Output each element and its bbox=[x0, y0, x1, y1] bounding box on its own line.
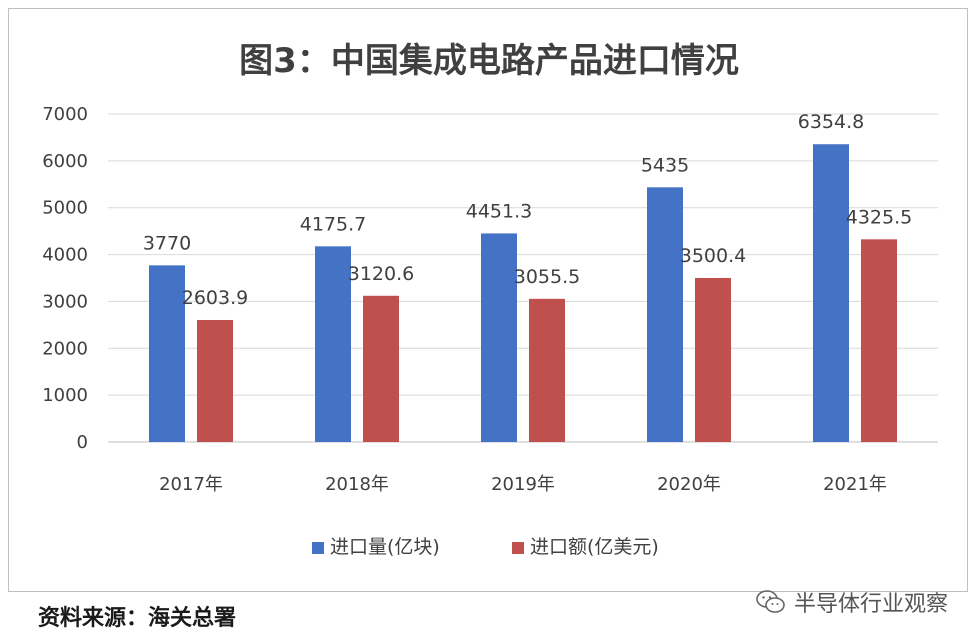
y-tick-label: 1000 bbox=[42, 385, 88, 406]
legend-label: 进口额(亿美元) bbox=[530, 536, 659, 558]
watermark-text: 半导体行业观察 bbox=[793, 592, 948, 617]
x-category-label: 2021年 bbox=[823, 474, 887, 495]
bar-import-volume bbox=[149, 265, 185, 442]
legend-swatch bbox=[512, 542, 524, 554]
bar-import-value bbox=[529, 298, 565, 442]
source-note: 资料来源：海关总署 bbox=[38, 606, 237, 631]
y-tick-label: 5000 bbox=[42, 198, 88, 219]
bar-import-volume bbox=[813, 144, 849, 442]
data-label: 3120.6 bbox=[348, 263, 414, 285]
legend-label: 进口量(亿块) bbox=[330, 536, 440, 558]
y-tick-label: 7000 bbox=[42, 104, 88, 125]
x-category-label: 2019年 bbox=[491, 474, 555, 495]
bar-import-value bbox=[861, 239, 897, 442]
data-label: 2603.9 bbox=[182, 287, 248, 309]
legend-swatch bbox=[312, 542, 324, 554]
bar-import-volume bbox=[315, 246, 351, 442]
data-label: 3500.4 bbox=[680, 245, 746, 267]
y-axis-ticks: 0 1000 2000 3000 4000 5000 6000 7000 bbox=[42, 104, 88, 453]
data-label: 6354.8 bbox=[798, 111, 864, 133]
bar-import-value bbox=[363, 295, 399, 442]
y-tick-label: 0 bbox=[77, 432, 88, 453]
x-category-label: 2018年 bbox=[325, 474, 389, 495]
x-axis-categories: 2017年 2018年 2019年 2020年 2021年 bbox=[159, 474, 887, 495]
x-category-label: 2017年 bbox=[159, 474, 223, 495]
data-label: 3055.5 bbox=[514, 266, 580, 288]
y-tick-label: 2000 bbox=[42, 338, 88, 359]
data-label: 4325.5 bbox=[846, 206, 912, 228]
legend: 进口量(亿块) 进口额(亿美元) bbox=[312, 536, 659, 558]
bar-import-value bbox=[695, 277, 731, 442]
bar-import-volume bbox=[481, 233, 517, 442]
gridlines bbox=[108, 113, 938, 443]
data-label: 5435 bbox=[641, 154, 689, 176]
bar-import-volume bbox=[647, 187, 683, 442]
chart-frame bbox=[8, 8, 968, 592]
wechat-icon bbox=[756, 590, 785, 613]
data-label: 4451.3 bbox=[466, 200, 532, 222]
data-label: 4175.7 bbox=[300, 213, 366, 235]
data-label: 3770 bbox=[143, 232, 191, 254]
y-tick-label: 4000 bbox=[42, 245, 88, 266]
data-labels: 3770 2603.9 4175.7 3120.6 4451.3 3055.5 5435 35… bbox=[143, 111, 912, 309]
y-tick-label: 6000 bbox=[42, 151, 88, 172]
bars bbox=[149, 144, 897, 442]
chart-title: 图3：中国集成电路产品进口情况 bbox=[239, 41, 739, 81]
y-tick-label: 3000 bbox=[42, 291, 88, 312]
bar-chart: 图3：中国集成电路产品进口情况 0 1000 2000 3000 4000 5000 600… bbox=[42, 41, 938, 558]
x-category-label: 2020年 bbox=[657, 474, 721, 495]
bar-import-value bbox=[197, 319, 233, 442]
watermark: 半导体行业观察 bbox=[756, 586, 948, 618]
